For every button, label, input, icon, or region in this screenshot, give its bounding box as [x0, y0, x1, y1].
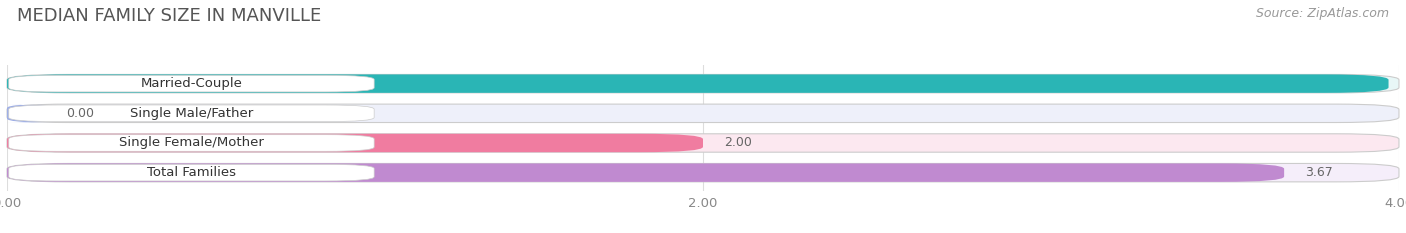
FancyBboxPatch shape: [7, 74, 1389, 93]
Text: Single Female/Mother: Single Female/Mother: [120, 137, 264, 150]
FancyBboxPatch shape: [7, 74, 1399, 93]
Text: Source: ZipAtlas.com: Source: ZipAtlas.com: [1256, 7, 1389, 20]
FancyBboxPatch shape: [8, 135, 374, 151]
FancyBboxPatch shape: [7, 164, 1399, 182]
FancyBboxPatch shape: [8, 105, 374, 122]
Text: 0.00: 0.00: [66, 107, 94, 120]
Text: 2.00: 2.00: [724, 137, 752, 150]
Text: Married-Couple: Married-Couple: [141, 77, 242, 90]
Text: 3.67: 3.67: [1305, 166, 1333, 179]
FancyBboxPatch shape: [8, 164, 374, 181]
Text: Single Male/Father: Single Male/Father: [129, 107, 253, 120]
FancyBboxPatch shape: [8, 75, 374, 92]
FancyBboxPatch shape: [7, 134, 1399, 152]
FancyBboxPatch shape: [7, 164, 1284, 182]
FancyBboxPatch shape: [7, 104, 1399, 123]
FancyBboxPatch shape: [7, 134, 703, 152]
Text: Total Families: Total Families: [148, 166, 236, 179]
FancyBboxPatch shape: [7, 104, 52, 123]
Text: MEDIAN FAMILY SIZE IN MANVILLE: MEDIAN FAMILY SIZE IN MANVILLE: [17, 7, 321, 25]
